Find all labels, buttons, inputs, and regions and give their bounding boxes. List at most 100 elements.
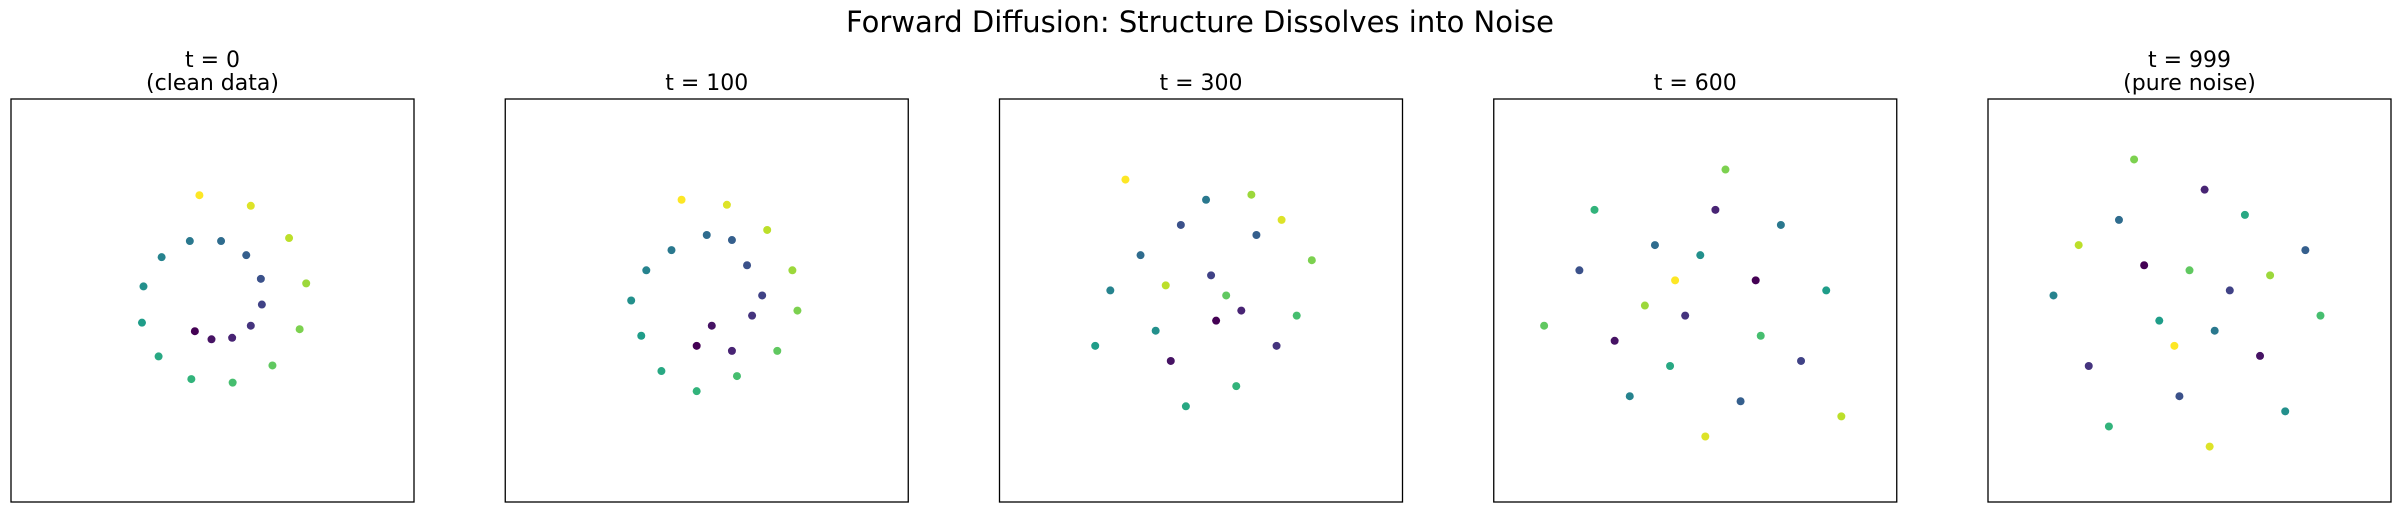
scatter-point xyxy=(2240,210,2249,219)
scatter-point xyxy=(1252,231,1261,240)
scatter-point xyxy=(1161,281,1170,290)
scatter-point xyxy=(256,274,265,283)
subplot-title: t = 999 xyxy=(2148,48,2231,73)
scatter-point xyxy=(1136,251,1145,260)
scatter-point xyxy=(722,200,731,209)
scatter-point xyxy=(1610,336,1619,345)
scatter-point xyxy=(246,201,255,210)
scatter-point xyxy=(1106,286,1115,295)
scatter-point xyxy=(657,367,666,376)
scatter-point xyxy=(2175,392,2184,401)
scatter-point xyxy=(185,237,194,246)
scatter-point xyxy=(207,335,216,344)
scatter-point xyxy=(793,306,802,315)
scatter-point xyxy=(2049,291,2058,300)
scatter-point xyxy=(758,291,767,300)
scatter-point xyxy=(2140,261,2149,270)
scatter-point xyxy=(1212,316,1221,325)
scatter-point xyxy=(1625,392,1634,401)
scatter-point xyxy=(727,236,736,245)
scatter-point xyxy=(2301,246,2310,255)
scatter-point xyxy=(2130,155,2139,164)
scatter-point xyxy=(1666,361,1675,370)
axes-frame xyxy=(504,98,909,503)
scatter-point xyxy=(2281,407,2290,416)
scatter-point xyxy=(788,266,797,275)
scatter-point xyxy=(1121,175,1130,184)
scatter-point xyxy=(1247,190,1256,199)
scatter-point xyxy=(1837,412,1846,421)
scatter-point xyxy=(1797,356,1806,365)
scatter-point xyxy=(1151,326,1160,335)
scatter-point xyxy=(1590,205,1599,214)
scatter-point xyxy=(1575,266,1584,275)
scatter-point xyxy=(1272,341,1281,350)
scatter-point xyxy=(295,325,304,334)
scatter-point xyxy=(1671,276,1680,285)
scatter-point xyxy=(257,300,266,309)
scatter-point xyxy=(1701,432,1710,441)
scatter-point xyxy=(1207,271,1216,280)
scatter-point xyxy=(2114,215,2123,224)
scatter-point xyxy=(1681,311,1690,320)
scatter-point xyxy=(157,253,166,262)
scatter-point xyxy=(773,346,782,355)
scatter-point xyxy=(2316,311,2325,320)
scatter-point xyxy=(677,195,686,204)
scatter-point xyxy=(195,191,204,200)
scatter-point xyxy=(2155,316,2164,325)
axes-frame xyxy=(998,98,1404,503)
scatter-point xyxy=(1751,276,1760,285)
scatter-point xyxy=(2205,442,2214,451)
subplot-title: t = 600 xyxy=(1654,71,1737,96)
scatter-point xyxy=(637,331,646,340)
scatter-point xyxy=(667,246,676,255)
scatter-point xyxy=(2084,361,2093,370)
scatter-point xyxy=(1696,251,1705,260)
scatter-point xyxy=(1232,382,1241,391)
scatter-point xyxy=(692,387,701,396)
scatter-point xyxy=(1721,165,1730,174)
subplot-title: t = 0 xyxy=(185,48,240,73)
scatter-point xyxy=(1822,286,1831,295)
subplot-subtitle: (clean data) xyxy=(146,71,279,96)
subplot-title: t = 300 xyxy=(1159,71,1242,96)
scatter-point xyxy=(1711,205,1720,214)
scatter-point xyxy=(1237,306,1246,315)
scatter-point xyxy=(2185,266,2194,275)
scatter-point xyxy=(242,251,251,260)
figure-title: Forward Diffusion: Structure Dissolves i… xyxy=(846,5,1554,39)
scatter-point xyxy=(137,318,146,327)
scatter-point xyxy=(2266,271,2275,280)
scatter-point xyxy=(1540,321,1549,330)
axes-frame xyxy=(10,98,415,503)
scatter-point xyxy=(2200,185,2209,194)
scatter-point xyxy=(302,279,311,288)
scatter-point xyxy=(190,327,199,336)
scatter-point xyxy=(2104,422,2113,431)
scatter-point xyxy=(1756,331,1765,340)
scatter-point xyxy=(154,352,163,361)
scatter-point xyxy=(1292,311,1301,320)
scatter-point xyxy=(228,333,237,342)
scatter-point xyxy=(1166,356,1175,365)
scatter-point xyxy=(702,231,711,240)
scatter-point xyxy=(748,311,757,320)
scatter-point xyxy=(1776,220,1785,229)
scatter-point xyxy=(627,296,636,305)
subplot-subtitle: (pure noise) xyxy=(2123,71,2256,96)
scatter-point xyxy=(1640,301,1649,310)
scatter-point xyxy=(743,261,752,270)
scatter-point xyxy=(1181,402,1190,411)
scatter-point xyxy=(1202,195,1211,204)
scatter-point xyxy=(1277,215,1286,224)
scatter-point xyxy=(732,372,741,381)
scatter-point xyxy=(1222,291,1231,300)
scatter-point xyxy=(246,321,255,330)
scatter-point xyxy=(285,234,294,243)
scatter-point xyxy=(228,378,237,387)
scatter-point xyxy=(139,282,148,291)
scatter-point xyxy=(1091,341,1100,350)
scatter-point xyxy=(2074,241,2083,250)
scatter-point xyxy=(1307,256,1316,265)
